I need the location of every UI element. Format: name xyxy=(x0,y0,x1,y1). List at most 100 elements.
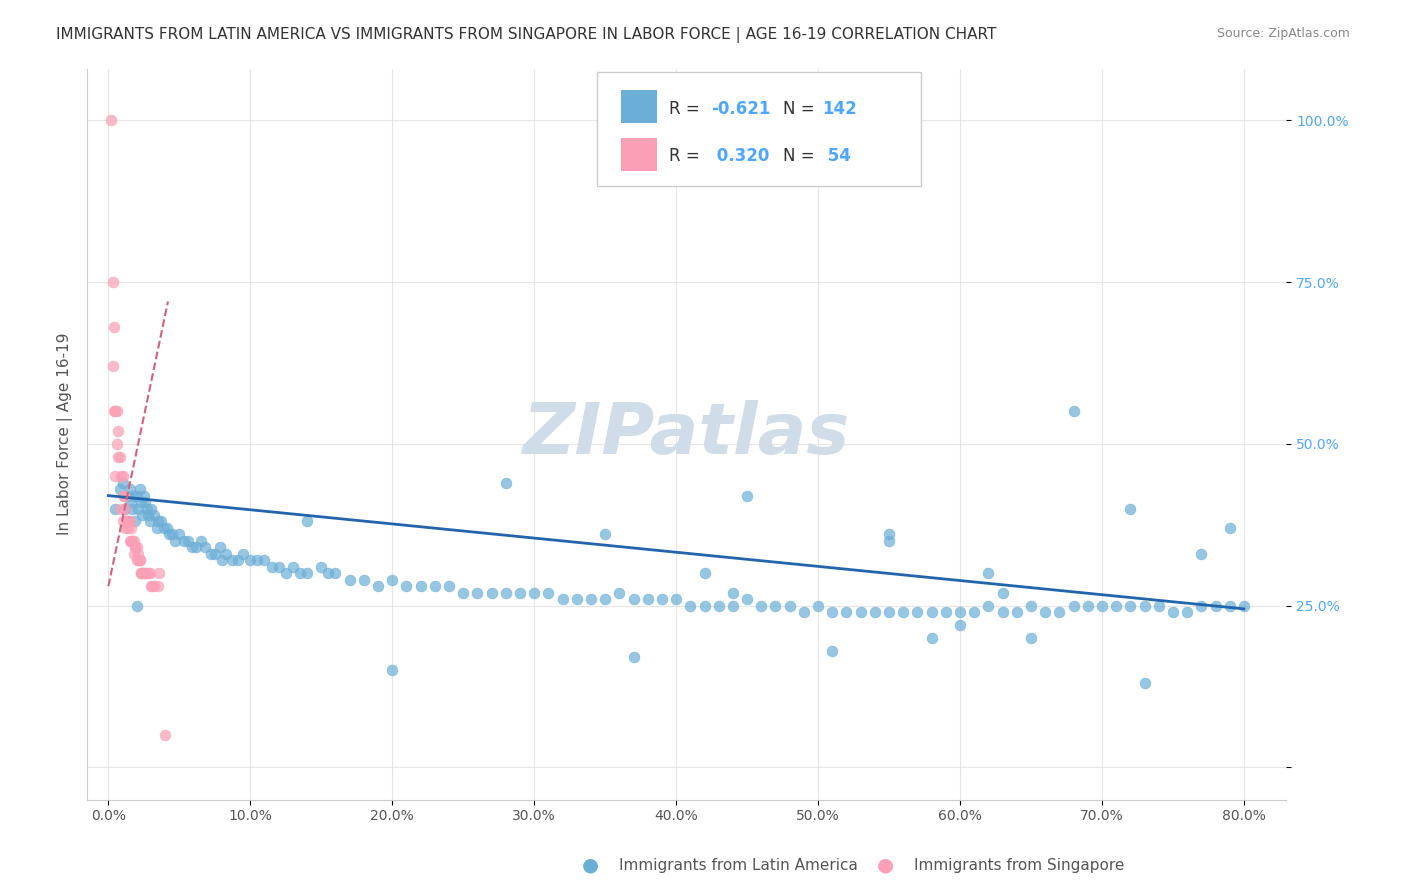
Point xyxy=(295,515,318,529)
Point xyxy=(481,585,503,599)
Point xyxy=(325,566,347,581)
Text: Immigrants from Singapore: Immigrants from Singapore xyxy=(914,858,1125,872)
Point xyxy=(1019,631,1042,645)
Point xyxy=(131,508,153,522)
Point xyxy=(141,579,163,593)
Point xyxy=(395,579,418,593)
Point xyxy=(129,566,152,581)
Point xyxy=(339,573,361,587)
Point xyxy=(821,644,844,658)
Point xyxy=(146,579,169,593)
Point xyxy=(495,475,517,490)
Point xyxy=(215,547,238,561)
Point xyxy=(110,469,132,483)
Point xyxy=(963,605,986,619)
Point xyxy=(1189,547,1212,561)
Point xyxy=(609,585,631,599)
Point xyxy=(121,533,143,548)
Point xyxy=(127,501,149,516)
Point xyxy=(367,579,389,593)
Point xyxy=(114,501,136,516)
Point xyxy=(111,475,134,490)
Point xyxy=(1219,521,1241,535)
Point xyxy=(115,515,138,529)
Point xyxy=(637,592,659,607)
Point xyxy=(111,515,134,529)
Text: ●: ● xyxy=(877,855,894,875)
Point xyxy=(114,521,136,535)
Point xyxy=(135,566,157,581)
Point xyxy=(281,559,304,574)
Point xyxy=(152,521,174,535)
Point xyxy=(108,482,131,496)
Text: 54: 54 xyxy=(823,147,851,165)
Point xyxy=(221,553,243,567)
Point xyxy=(190,533,212,548)
Point xyxy=(1063,599,1085,613)
Point xyxy=(267,559,290,574)
Point xyxy=(173,533,195,548)
Point xyxy=(977,566,1000,581)
Point xyxy=(118,533,141,548)
Text: Immigrants from Latin America: Immigrants from Latin America xyxy=(619,858,858,872)
Point xyxy=(1033,605,1056,619)
Point xyxy=(139,501,162,516)
Point xyxy=(409,579,432,593)
Point xyxy=(721,585,744,599)
Point xyxy=(139,579,162,593)
Point xyxy=(665,592,688,607)
Point xyxy=(101,275,124,289)
Point xyxy=(593,527,616,541)
Point xyxy=(120,495,142,509)
Point xyxy=(551,592,574,607)
Point xyxy=(877,605,900,619)
Text: 142: 142 xyxy=(823,100,858,118)
Point xyxy=(122,547,145,561)
Point xyxy=(907,605,929,619)
Point xyxy=(155,521,177,535)
Point xyxy=(935,605,957,619)
Text: R =: R = xyxy=(669,100,704,118)
Point xyxy=(105,437,128,451)
Point xyxy=(107,424,129,438)
Point xyxy=(991,585,1014,599)
Point xyxy=(765,599,787,613)
Point xyxy=(131,566,153,581)
Y-axis label: In Labor Force | Age 16-19: In Labor Force | Age 16-19 xyxy=(58,333,73,535)
Point xyxy=(721,599,744,613)
Point xyxy=(122,533,145,548)
Point xyxy=(194,541,217,555)
Point xyxy=(821,605,844,619)
Point xyxy=(118,482,141,496)
Point xyxy=(211,553,233,567)
Point xyxy=(288,566,311,581)
Point xyxy=(274,566,297,581)
Point xyxy=(246,553,269,567)
Point xyxy=(877,533,900,548)
Point xyxy=(121,501,143,516)
Text: ZIPatlas: ZIPatlas xyxy=(523,400,851,468)
Point xyxy=(381,663,404,677)
Point xyxy=(1047,605,1070,619)
Point xyxy=(129,495,152,509)
Point xyxy=(103,320,125,334)
Point xyxy=(135,501,157,516)
Point xyxy=(807,599,830,613)
Point xyxy=(693,599,716,613)
Point xyxy=(204,547,226,561)
Text: IMMIGRANTS FROM LATIN AMERICA VS IMMIGRANTS FROM SINGAPORE IN LABOR FORCE | AGE : IMMIGRANTS FROM LATIN AMERICA VS IMMIGRA… xyxy=(56,27,997,43)
Point xyxy=(128,482,150,496)
Bar xyxy=(621,138,657,171)
Text: N =: N = xyxy=(783,147,820,165)
Point xyxy=(509,585,531,599)
Point xyxy=(148,566,170,581)
Point xyxy=(1189,599,1212,613)
Point xyxy=(108,501,131,516)
Point xyxy=(1119,599,1142,613)
Point xyxy=(112,489,135,503)
Point xyxy=(138,515,160,529)
Point xyxy=(124,515,146,529)
Point xyxy=(134,495,156,509)
Point xyxy=(157,527,180,541)
Point xyxy=(311,559,333,574)
